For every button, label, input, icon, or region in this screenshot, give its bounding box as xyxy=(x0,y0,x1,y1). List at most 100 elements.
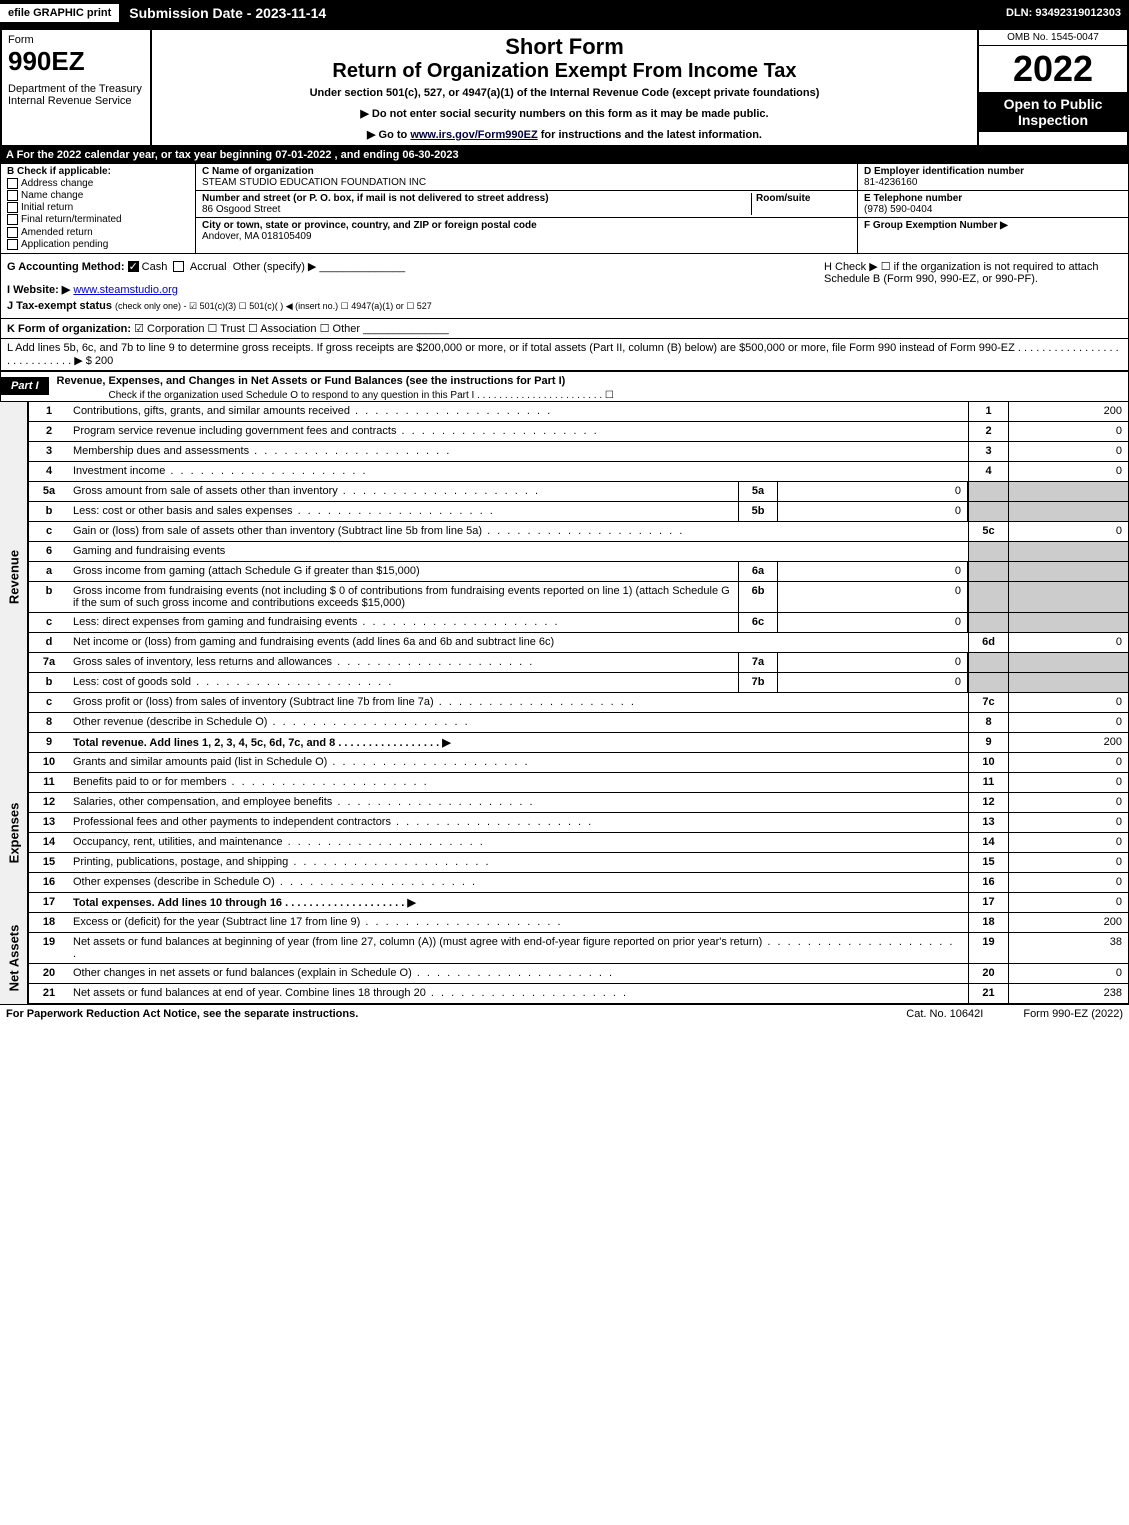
note-link: ▶ Go to www.irs.gov/Form990EZ for instru… xyxy=(160,128,969,141)
line-12: 12 Salaries, other compensation, and emp… xyxy=(28,793,1129,813)
expenses-section: Expenses 10 Grants and similar amounts p… xyxy=(0,753,1129,913)
footer-right: Form 990-EZ (2022) xyxy=(1023,1008,1123,1020)
col-b-header: B Check if applicable: xyxy=(7,166,189,177)
col-c: C Name of organization STEAM STUDIO EDUC… xyxy=(196,164,858,253)
chk-amended-return[interactable]: Amended return xyxy=(7,227,189,238)
i-label: I Website: ▶ xyxy=(7,284,70,296)
website-link[interactable]: www.steamstudio.org xyxy=(73,284,178,296)
line-6d: d Net income or (loss) from gaming and f… xyxy=(28,633,1129,653)
line-9: 9 Total revenue. Add lines 1, 2, 3, 4, 5… xyxy=(28,733,1129,753)
city-label: City or town, state or province, country… xyxy=(202,220,537,231)
netassets-section: Net Assets 18 Excess or (deficit) for th… xyxy=(0,913,1129,1004)
j-label: J Tax-exempt status xyxy=(7,300,112,312)
org-name: STEAM STUDIO EDUCATION FOUNDATION INC xyxy=(202,177,426,188)
line-17: 17 Total expenses. Add lines 10 through … xyxy=(28,893,1129,913)
line-5b: b Less: cost or other basis and sales ex… xyxy=(28,502,1129,522)
footer: For Paperwork Reduction Act Notice, see … xyxy=(0,1004,1129,1023)
line-11: 11 Benefits paid to or for members 11 0 xyxy=(28,773,1129,793)
chk-accrual-icon[interactable] xyxy=(173,261,184,272)
chk-address-change[interactable]: Address change xyxy=(7,178,189,189)
revenue-vlabel: Revenue xyxy=(0,402,28,753)
line-3: 3 Membership dues and assessments 3 0 xyxy=(28,442,1129,462)
org-name-row: C Name of organization STEAM STUDIO EDUC… xyxy=(196,164,857,191)
footer-left: For Paperwork Reduction Act Notice, see … xyxy=(6,1008,358,1020)
part1-tab: Part I xyxy=(1,377,49,395)
street-row: Number and street (or P. O. box, if mail… xyxy=(196,191,857,218)
efile-label[interactable]: efile GRAPHIC print xyxy=(0,4,119,22)
line-6c: c Less: direct expenses from gaming and … xyxy=(28,613,1129,633)
top-bar: efile GRAPHIC print Submission Date - 20… xyxy=(0,0,1129,28)
part1-header: Part I Revenue, Expenses, and Changes in… xyxy=(0,371,1129,402)
phone-value: (978) 590-0404 xyxy=(864,204,932,215)
irs-link[interactable]: www.irs.gov/Form990EZ xyxy=(410,129,537,141)
street-label: Number and street (or P. O. box, if mail… xyxy=(202,193,549,204)
title-main: Return of Organization Exempt From Incom… xyxy=(160,60,969,83)
city-value: Andover, MA 018105409 xyxy=(202,231,312,242)
line-14: 14 Occupancy, rent, utilities, and maint… xyxy=(28,833,1129,853)
ein-value: 81-4236160 xyxy=(864,177,917,188)
line-20: 20 Other changes in net assets or fund b… xyxy=(28,964,1129,984)
line-1: 1 Contributions, gifts, grants, and simi… xyxy=(28,402,1129,422)
tax-exempt-row: J Tax-exempt status (check only one) - ☑… xyxy=(7,300,812,312)
row-l: L Add lines 5b, 6c, and 7b to line 9 to … xyxy=(0,339,1129,371)
col-b: B Check if applicable: Address change Na… xyxy=(1,164,196,253)
part1-sub: Check if the organization used Schedule … xyxy=(49,390,1128,401)
h-text: H Check ▶ ☐ if the organization is not r… xyxy=(824,261,1099,285)
revenue-section: Revenue 1 Contributions, gifts, grants, … xyxy=(0,402,1129,753)
line-4: 4 Investment income 4 0 xyxy=(28,462,1129,482)
line-6: 6 Gaming and fundraising events xyxy=(28,542,1129,562)
street-value: 86 Osgood Street xyxy=(202,204,280,215)
j-text: (check only one) - ☑ 501(c)(3) ☐ 501(c)(… xyxy=(115,301,432,311)
form-word: Form xyxy=(8,34,144,46)
room-label: Room/suite xyxy=(756,193,810,204)
line-2: 2 Program service revenue including gove… xyxy=(28,422,1129,442)
title-short-form: Short Form xyxy=(160,34,969,60)
phone-label: E Telephone number xyxy=(864,193,962,204)
note-ssn: ▶ Do not enter social security numbers o… xyxy=(160,107,969,120)
footer-mid: Cat. No. 10642I xyxy=(906,1008,983,1020)
accounting-method: G Accounting Method: Cash Accrual Other … xyxy=(7,260,812,273)
line-7c: c Gross profit or (loss) from sales of i… xyxy=(28,693,1129,713)
row-gh: G Accounting Method: Cash Accrual Other … xyxy=(0,254,1129,319)
line-13: 13 Professional fees and other payments … xyxy=(28,813,1129,833)
department: Department of the Treasury Internal Reve… xyxy=(8,83,144,107)
chk-initial-return[interactable]: Initial return xyxy=(7,202,189,213)
k-text: ☑ Corporation ☐ Trust ☐ Association ☐ Ot… xyxy=(134,323,360,335)
chk-application-pending[interactable]: Application pending xyxy=(7,239,189,250)
note2-pre: ▶ Go to xyxy=(367,129,410,141)
chk-name-change[interactable]: Name change xyxy=(7,190,189,201)
col-g: G Accounting Method: Cash Accrual Other … xyxy=(1,254,818,318)
submission-date: Submission Date - 2023-11-14 xyxy=(119,0,336,26)
row-k: K Form of organization: ☑ Corporation ☐ … xyxy=(0,319,1129,339)
inspection-badge: Open to Public Inspection xyxy=(979,92,1127,132)
line-7b: b Less: cost of goods sold 7b 0 xyxy=(28,673,1129,693)
line-8: 8 Other revenue (describe in Schedule O)… xyxy=(28,713,1129,733)
section-a: A For the 2022 calendar year, or tax yea… xyxy=(0,147,1129,163)
row-bcdef: B Check if applicable: Address change Na… xyxy=(0,163,1129,254)
line-19: 19 Net assets or fund balances at beginn… xyxy=(28,933,1129,964)
header-center: Short Form Return of Organization Exempt… xyxy=(152,30,977,145)
phone-row: E Telephone number (978) 590-0404 xyxy=(858,191,1128,218)
form-number: 990EZ xyxy=(8,46,144,77)
line-16: 16 Other expenses (describe in Schedule … xyxy=(28,873,1129,893)
org-name-label: C Name of organization xyxy=(202,166,314,177)
group-exemption-row: F Group Exemption Number ▶ xyxy=(858,218,1128,233)
line-6a: a Gross income from gaming (attach Sched… xyxy=(28,562,1129,582)
dln-label: DLN: 93492319012303 xyxy=(998,4,1129,22)
line-18: 18 Excess or (deficit) for the year (Sub… xyxy=(28,913,1129,933)
part1-title: Revenue, Expenses, and Changes in Net As… xyxy=(49,372,1128,390)
chk-cash-icon[interactable] xyxy=(128,261,139,272)
note2-post: for instructions and the latest informat… xyxy=(541,129,762,141)
line-15: 15 Printing, publications, postage, and … xyxy=(28,853,1129,873)
city-row: City or town, state or province, country… xyxy=(196,218,857,244)
line-10: 10 Grants and similar amounts paid (list… xyxy=(28,753,1129,773)
col-h: H Check ▶ ☐ if the organization is not r… xyxy=(818,254,1128,318)
line-21: 21 Net assets or fund balances at end of… xyxy=(28,984,1129,1004)
col-def: D Employer identification number 81-4236… xyxy=(858,164,1128,253)
g-label: G Accounting Method: xyxy=(7,261,125,273)
title-sub: Under section 501(c), 527, or 4947(a)(1)… xyxy=(160,87,969,99)
ein-label: D Employer identification number xyxy=(864,166,1024,177)
chk-final-return[interactable]: Final return/terminated xyxy=(7,214,189,225)
expenses-vlabel: Expenses xyxy=(0,753,28,913)
line-6b: b Gross income from fundraising events (… xyxy=(28,582,1129,613)
